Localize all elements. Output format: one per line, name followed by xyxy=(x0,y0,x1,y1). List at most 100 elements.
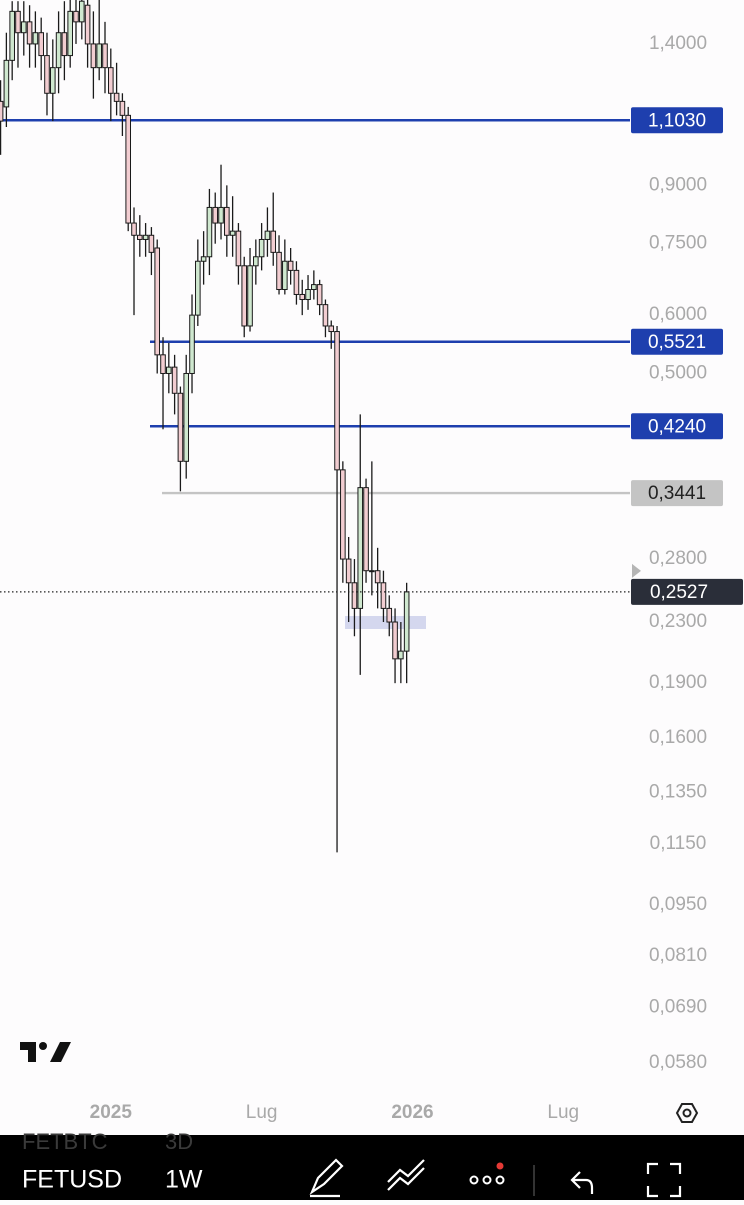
candle-body xyxy=(287,260,294,271)
highlight-zone xyxy=(345,616,426,629)
draw-icon[interactable] xyxy=(309,1158,344,1198)
y-tick-label: 0,0690 xyxy=(649,996,707,1017)
candle-body xyxy=(235,230,242,267)
candle-body xyxy=(340,469,346,560)
candle-body xyxy=(113,92,120,102)
candle-body xyxy=(229,230,236,236)
last-price-box xyxy=(631,578,743,605)
level-label: 0,5521 xyxy=(648,332,706,353)
y-tick-label: 0,1900 xyxy=(649,672,707,693)
candle-body xyxy=(241,265,248,327)
y-tick-label: 0,6000 xyxy=(649,304,707,325)
y-tick-label: 0,0950 xyxy=(649,894,707,915)
candle-body xyxy=(73,10,79,23)
candle-body xyxy=(166,366,172,374)
candle-body xyxy=(61,32,68,57)
candle-body xyxy=(102,43,108,69)
undo-icon[interactable] xyxy=(570,1171,594,1194)
level-label: 0,4240 xyxy=(648,416,706,437)
y-tick-label: 1,4000 xyxy=(649,33,707,54)
level-label-box xyxy=(631,413,723,440)
candle-body xyxy=(351,582,358,609)
candle-body xyxy=(322,304,329,327)
candle-body xyxy=(9,10,15,61)
candle-body xyxy=(247,265,253,327)
candle-body xyxy=(380,582,387,609)
candle-body xyxy=(189,314,195,374)
candle-body xyxy=(212,206,219,224)
y-tick-label: 0,2800 xyxy=(649,548,707,569)
candle-body xyxy=(78,0,85,23)
candle-body xyxy=(200,256,207,262)
candle-body xyxy=(392,621,398,660)
candle-body xyxy=(374,570,381,584)
candle-body xyxy=(177,392,184,462)
x-tick-label: Lug xyxy=(246,1102,278,1123)
interval-prev[interactable]: 3D xyxy=(165,1129,193,1154)
x-tick-label: 2025 xyxy=(90,1102,133,1123)
y-tick-label: 0,0810 xyxy=(649,945,707,966)
candle-body xyxy=(293,269,300,295)
level-label-box xyxy=(631,328,723,355)
candle-body xyxy=(403,591,410,652)
candle-body xyxy=(305,289,311,301)
candle-body xyxy=(49,67,56,94)
candle-body xyxy=(398,650,404,660)
candle-body xyxy=(282,260,288,291)
candle-body xyxy=(264,230,271,240)
y-tick-label: 0,2300 xyxy=(649,611,707,632)
candle-body xyxy=(20,21,27,34)
candle-body xyxy=(206,206,213,258)
x-tick-label: Lug xyxy=(547,1102,579,1123)
level-label-box xyxy=(631,107,723,134)
candle-body xyxy=(328,325,335,333)
candle-body xyxy=(137,234,143,240)
candle-body xyxy=(148,234,155,253)
y-tick-label: 0,0580 xyxy=(649,1052,707,1073)
level-label-box xyxy=(631,480,723,507)
candle-body xyxy=(15,10,21,34)
candle-body xyxy=(171,366,178,394)
y-tick-label: 0,9000 xyxy=(649,174,707,195)
candle-body xyxy=(3,59,10,108)
candle-body xyxy=(119,100,126,116)
x-tick-label: 2026 xyxy=(391,1102,433,1123)
candle-body xyxy=(195,260,201,316)
last-price-label: 0,2527 xyxy=(650,582,708,603)
y-tick-label: 0,1600 xyxy=(649,727,707,748)
y-tick-label: 0,7500 xyxy=(649,233,707,254)
candle-body xyxy=(44,55,50,94)
candle-body xyxy=(32,32,39,45)
line-tool-icon[interactable] xyxy=(387,1159,425,1191)
candle-body xyxy=(316,284,323,306)
last-price-arrow xyxy=(632,563,641,578)
candle-body xyxy=(131,222,137,236)
candle-body xyxy=(38,32,44,57)
candle-body xyxy=(183,372,190,462)
candle-body xyxy=(334,331,340,471)
candle-body xyxy=(258,238,265,258)
candle-body xyxy=(357,487,364,609)
symbol-prev[interactable]: FETBTC xyxy=(22,1129,108,1154)
candle-body xyxy=(67,10,73,57)
symbol[interactable]: FETUSD xyxy=(22,1166,122,1194)
candle-body xyxy=(154,247,161,356)
candle-body xyxy=(142,234,149,240)
y-tick-label: 0,1150 xyxy=(650,833,707,854)
level-label: 0,3441 xyxy=(648,483,706,504)
interval[interactable]: 1W xyxy=(165,1166,203,1194)
fullscreen-icon[interactable] xyxy=(646,1162,682,1198)
settings-icon[interactable] xyxy=(675,1103,699,1123)
more-icon[interactable] xyxy=(469,1162,505,1185)
candle-body xyxy=(369,570,375,573)
candle-body xyxy=(276,251,282,291)
toolbar xyxy=(0,1135,744,1200)
candle-body xyxy=(55,32,62,69)
candle-body xyxy=(84,4,91,45)
candle-body xyxy=(90,43,97,69)
candle-body xyxy=(299,293,306,301)
candle-body xyxy=(345,558,352,584)
plot: 1,4000 0,9000 0,7500 0,6000 0,5000 0,2800 0,23… xyxy=(0,0,743,1123)
